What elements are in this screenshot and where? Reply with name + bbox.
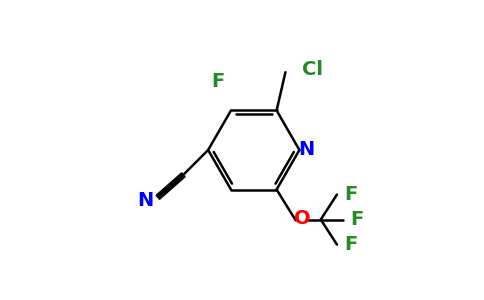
Text: F: F [344, 185, 358, 204]
Text: O: O [294, 209, 311, 229]
Text: F: F [344, 235, 358, 254]
Text: F: F [211, 71, 224, 91]
Text: N: N [298, 140, 314, 160]
Text: Cl: Cl [302, 60, 323, 79]
Text: F: F [350, 210, 363, 229]
Text: N: N [137, 191, 154, 210]
